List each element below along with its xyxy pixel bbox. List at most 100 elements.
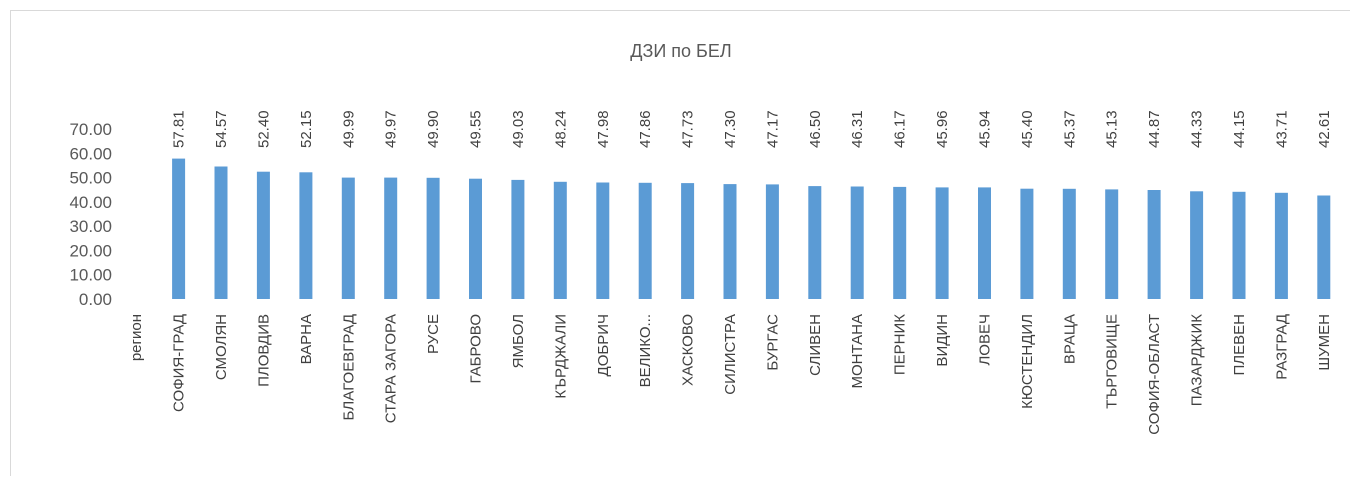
bar	[172, 158, 186, 299]
y-tick-label: 70.00	[69, 120, 112, 139]
bar	[638, 182, 652, 299]
data-label: 43.71	[1273, 110, 1290, 148]
bar	[596, 182, 610, 299]
x-category-label: ВАРНА	[298, 314, 315, 364]
bar	[978, 187, 991, 299]
data-label: 47.86	[637, 110, 654, 148]
x-category-label: СМОЛЯН	[213, 314, 230, 380]
y-tick-label: 0.00	[79, 290, 112, 309]
bar	[469, 178, 482, 299]
data-label: 47.73	[680, 110, 697, 148]
bars	[172, 158, 1331, 299]
x-category-label: ЯМБОЛ	[510, 314, 527, 368]
data-label: 49.03	[510, 110, 527, 148]
chart-title: ДЗИ по БЕЛ	[630, 41, 731, 61]
bar	[511, 179, 525, 299]
x-category-label: СОФИЯ-ГРАД	[171, 314, 188, 412]
data-label: 49.97	[383, 110, 400, 148]
data-label: 54.57	[213, 110, 230, 148]
x-category-label: ПЛОВДИВ	[255, 314, 272, 387]
bar	[1190, 191, 1204, 299]
x-category-label: регион	[128, 314, 145, 361]
x-category-label: ТЪРГОВИЩЕ	[1104, 314, 1121, 409]
y-tick-label: 50.00	[69, 169, 112, 188]
y-tick-label: 10.00	[69, 266, 112, 285]
chart-frame	[10, 10, 1350, 476]
bar	[214, 166, 228, 299]
bar	[1317, 195, 1331, 299]
x-category-label: КЮСТЕНДИЛ	[1019, 314, 1036, 409]
y-tick-label: 40.00	[69, 193, 112, 212]
x-category-label: РУСЕ	[425, 314, 442, 354]
data-label: 49.55	[468, 110, 485, 148]
data-label: 44.87	[1146, 110, 1163, 148]
y-tick-label: 20.00	[69, 241, 112, 260]
data-label: 49.90	[425, 110, 442, 148]
bar	[893, 186, 907, 299]
data-label: 47.98	[595, 110, 612, 148]
x-category-label: ВИДИН	[934, 314, 951, 367]
x-category-label: МОНТАНА	[849, 314, 866, 389]
bar	[1274, 192, 1288, 299]
bar	[1232, 191, 1246, 299]
x-category-label: ПЕРНИК	[892, 314, 909, 375]
data-labels: 57.81 54.57 52.40 52.15 49.99 49.97 49.90 49.55…	[171, 110, 1333, 148]
data-label: 45.94	[977, 110, 994, 148]
x-category-label: ШУМЕН	[1316, 314, 1333, 371]
data-label: 45.96	[934, 110, 951, 148]
data-label: 46.17	[892, 110, 909, 148]
x-category-label: КЪРДЖАЛИ	[552, 314, 569, 399]
y-tick-label: 30.00	[69, 217, 112, 236]
x-category-label: ВЕЛИКО...	[637, 314, 654, 387]
bar	[341, 177, 355, 299]
data-label: 46.31	[849, 110, 866, 148]
x-category-label: СЛИВЕН	[807, 314, 824, 376]
bar	[299, 172, 313, 299]
bar	[935, 187, 949, 299]
bar	[1062, 188, 1076, 299]
data-label: 45.40	[1019, 110, 1036, 148]
data-label: 49.99	[340, 110, 357, 148]
bar	[808, 186, 822, 299]
bar	[681, 183, 695, 299]
bar	[384, 177, 398, 299]
bar	[765, 184, 779, 299]
data-label: 48.24	[552, 110, 569, 148]
data-label: 44.15	[1231, 110, 1248, 148]
x-category-label: ХАСКОВО	[680, 314, 697, 386]
data-label: 47.17	[764, 110, 781, 148]
x-category-label: ДОБРИЧ	[595, 314, 612, 376]
bar	[553, 181, 567, 299]
x-category-label: ПЛЕВЕН	[1231, 314, 1248, 375]
x-category-label: ЛОВЕЧ	[977, 314, 994, 366]
x-axis-labels: регион СОФИЯ-ГРАД СМОЛЯН ПЛОВДИВ ВАРНА БЛАГОЕ…	[128, 314, 1333, 435]
data-label: 47.30	[722, 110, 739, 148]
data-label: 52.40	[255, 110, 272, 148]
y-axis: 0.00 10.00 20.00 30.00 40.00 50.00 60.00 70.00	[69, 120, 112, 309]
bar	[1105, 189, 1119, 299]
bar	[850, 186, 864, 299]
x-category-label: ГАБРОВО	[468, 314, 485, 384]
y-tick-label: 60.00	[69, 144, 112, 163]
x-category-label: СИЛИСТРА	[722, 314, 739, 395]
data-label: 57.81	[171, 110, 188, 148]
bar	[723, 184, 737, 299]
data-label: 45.37	[1061, 110, 1078, 148]
x-category-label: СТАРА ЗАГОРА	[383, 314, 400, 423]
bar	[1147, 190, 1161, 299]
bar	[256, 171, 270, 299]
x-category-label: ПАЗАРДЖИК	[1189, 314, 1206, 406]
x-category-label: БЛАГОЕВГРАД	[340, 314, 357, 420]
x-category-label: БУРГАС	[764, 314, 781, 371]
x-category-label: СОФИЯ-ОБЛАСТ	[1146, 314, 1163, 435]
data-label: 44.33	[1189, 110, 1206, 148]
data-label: 46.50	[807, 110, 824, 148]
data-label: 45.13	[1104, 110, 1121, 148]
bar	[1020, 188, 1034, 299]
x-category-label: ВРАЦА	[1061, 314, 1078, 364]
data-label: 52.15	[298, 110, 315, 148]
data-label: 42.61	[1316, 110, 1333, 148]
bar	[426, 177, 440, 299]
x-category-label: РАЗГРАД	[1273, 314, 1290, 380]
